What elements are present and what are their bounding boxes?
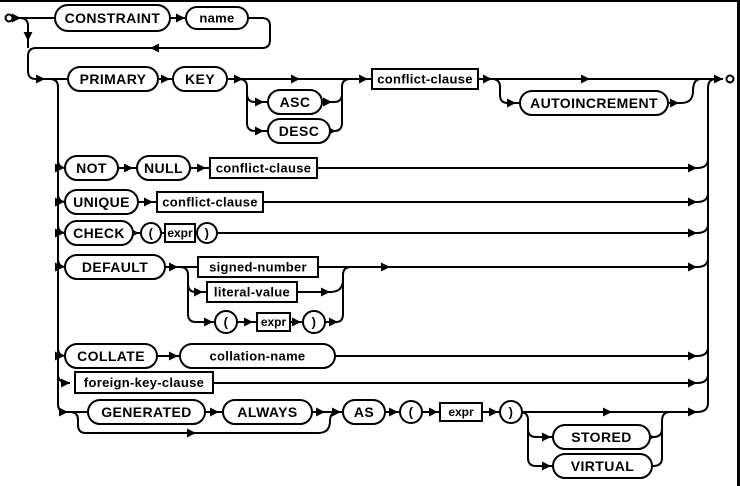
svg-text:DEFAULT: DEFAULT <box>82 259 148 275</box>
svg-text:PRIMARY: PRIMARY <box>80 71 147 87</box>
entry-terminator <box>4 13 14 23</box>
svg-text:conflict-clause: conflict-clause <box>216 161 312 176</box>
svg-text:(: ( <box>149 226 154 241</box>
svg-text:AS: AS <box>354 404 374 420</box>
terminal-desc: DESC <box>267 118 331 144</box>
terminal-always: ALWAYS <box>222 399 313 425</box>
terminal-key: KEY <box>172 66 228 92</box>
nonterminal-expr-check[interactable]: expr <box>164 223 196 243</box>
svg-text:COLLATE: COLLATE <box>77 348 145 364</box>
terminal-collation-name: collation-name <box>179 343 336 369</box>
svg-text:(: ( <box>409 405 414 420</box>
terminal-not: NOT <box>64 155 119 181</box>
svg-text:expr: expr <box>448 405 474 419</box>
svg-text:GENERATED: GENERATED <box>101 404 191 420</box>
svg-text:DESC: DESC <box>279 123 320 139</box>
nonterminal-literal-value[interactable]: literal-value <box>206 281 298 303</box>
nonterminal-foreign-key-clause[interactable]: foreign-key-clause <box>74 371 214 394</box>
svg-text:name: name <box>199 11 234 26</box>
svg-text:CONSTRAINT: CONSTRAINT <box>65 10 161 26</box>
window-border-right <box>737 0 740 486</box>
terminal-rparen-default: ) <box>302 310 326 334</box>
svg-text:foreign-key-clause: foreign-key-clause <box>84 375 204 390</box>
terminal-constraint: CONSTRAINT <box>54 4 171 32</box>
svg-text:AUTOINCREMENT: AUTOINCREMENT <box>530 95 658 111</box>
terminal-lparen-check: ( <box>140 222 162 244</box>
window-border-top <box>0 0 740 2</box>
nonterminal-signed-number[interactable]: signed-number <box>197 256 319 278</box>
svg-text:UNIQUE: UNIQUE <box>73 194 130 210</box>
svg-text:ALWAYS: ALWAYS <box>237 404 297 420</box>
svg-text:expr: expr <box>261 315 287 329</box>
nonterminal-conflict-clause-unique[interactable]: conflict-clause <box>156 191 264 213</box>
nonterminal-expr-generated[interactable]: expr <box>439 402 483 422</box>
svg-text:conflict-clause: conflict-clause <box>162 195 258 210</box>
svg-text:): ) <box>509 405 514 420</box>
terminal-rparen-check: ) <box>196 222 218 244</box>
svg-text:CHECK: CHECK <box>73 225 125 241</box>
terminal-rparen-generated: ) <box>499 400 523 424</box>
nonterminal-conflict-clause-primary-key[interactable]: conflict-clause <box>371 68 479 90</box>
svg-text:STORED: STORED <box>571 429 632 445</box>
terminal-autoincrement: AUTOINCREMENT <box>519 90 669 116</box>
svg-text:): ) <box>312 315 317 330</box>
svg-text:ASC: ASC <box>280 94 311 110</box>
svg-text:literal-value: literal-value <box>214 285 290 300</box>
terminal-stored: STORED <box>552 424 651 450</box>
terminal-as: AS <box>342 399 386 425</box>
exit-terminator <box>725 74 735 84</box>
terminal-primary: PRIMARY <box>67 66 159 92</box>
nonterminal-expr-default[interactable]: expr <box>256 312 291 332</box>
svg-text:expr: expr <box>167 226 193 240</box>
terminal-collate: COLLATE <box>64 343 158 369</box>
terminal-asc: ASC <box>267 89 323 115</box>
terminal-name: name <box>185 6 249 30</box>
terminal-lparen-default: ( <box>214 310 238 334</box>
terminal-null: NULL <box>136 155 191 181</box>
svg-text:(: ( <box>224 315 229 330</box>
svg-text:signed-number: signed-number <box>209 260 307 275</box>
rails <box>4 13 735 471</box>
nonterminal-conflict-clause-not-null[interactable]: conflict-clause <box>209 157 318 179</box>
terminal-lparen-generated: ( <box>399 400 423 424</box>
svg-text:NULL: NULL <box>144 160 183 176</box>
svg-text:collation-name: collation-name <box>210 349 306 364</box>
svg-text:): ) <box>205 226 210 241</box>
terminal-default: DEFAULT <box>64 254 166 280</box>
svg-text:NOT: NOT <box>76 160 107 176</box>
svg-text:conflict-clause: conflict-clause <box>377 72 473 87</box>
svg-text:VIRTUAL: VIRTUAL <box>571 458 635 474</box>
terminal-generated: GENERATED <box>87 399 206 425</box>
terminal-unique: UNIQUE <box>64 189 139 215</box>
svg-text:KEY: KEY <box>185 71 215 87</box>
terminal-check: CHECK <box>64 220 134 246</box>
terminal-virtual: VIRTUAL <box>552 453 653 479</box>
